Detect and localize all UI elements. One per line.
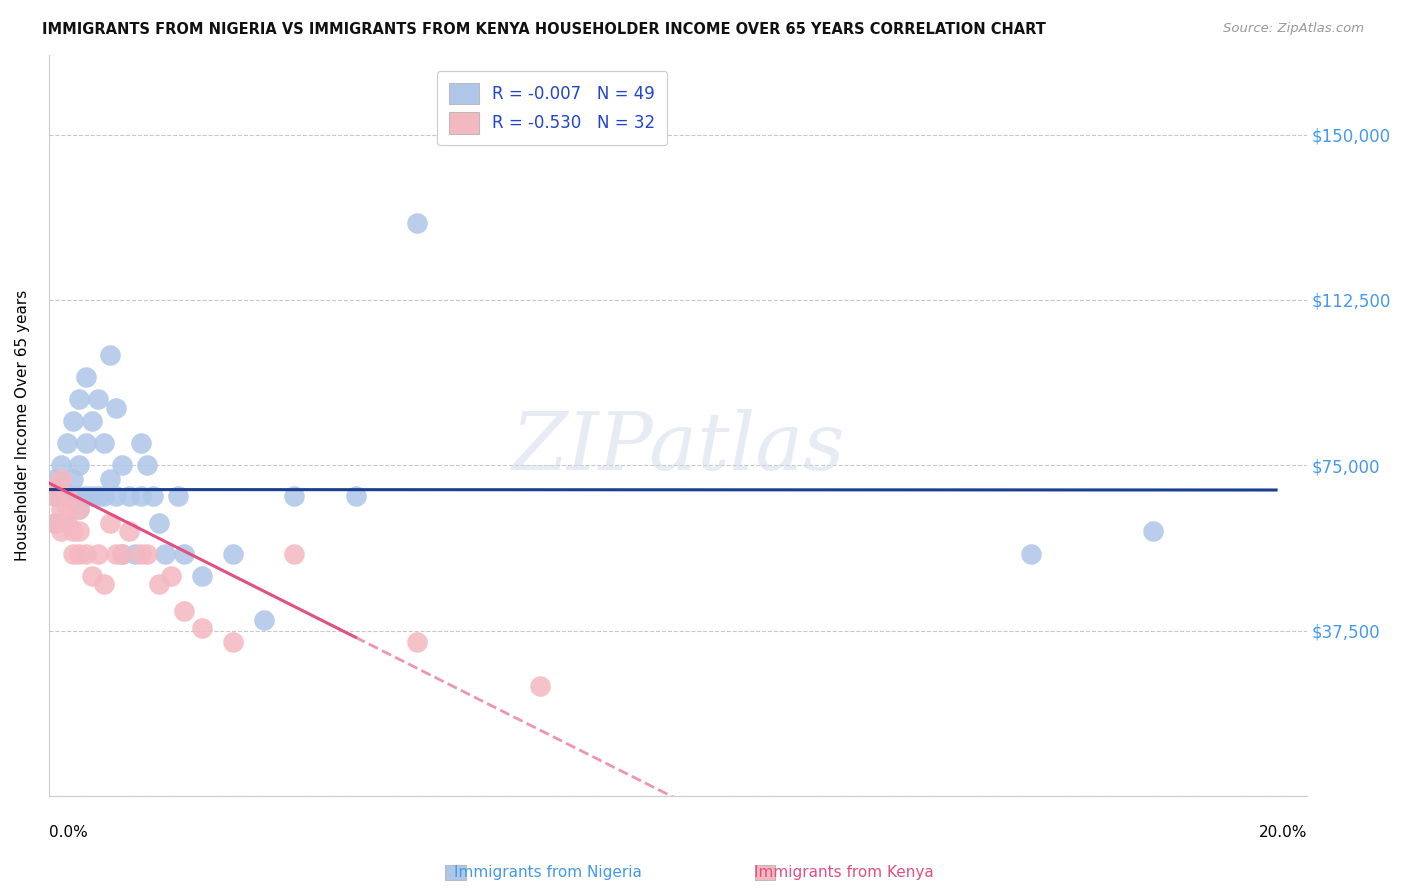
Point [93, 489, 115, 503]
Point [117, 489, 139, 503]
Point [142, 489, 165, 503]
Point [44, 480, 66, 494]
Point [155, 547, 177, 561]
Point [56, 502, 79, 516]
Point [80, 414, 103, 428]
Point [75, 370, 97, 384]
Point [87, 489, 110, 503]
Point [129, 436, 152, 450]
Point [67, 502, 90, 516]
Point [49, 502, 72, 516]
Point [105, 401, 128, 415]
Point [93, 577, 115, 591]
Point [67, 458, 90, 473]
Bar [755, 864, 775, 880]
Text: Immigrants from Kenya: Immigrants from Kenya [754, 865, 934, 880]
Text: Source: ZipAtlas.com: Source: ZipAtlas.com [1223, 22, 1364, 36]
Text: ZIPatlas: ZIPatlas [510, 409, 845, 487]
Point [49, 458, 72, 473]
Legend: R = -0.007   N = 49, R = -0.530   N = 32: R = -0.007 N = 49, R = -0.530 N = 32 [437, 70, 666, 145]
Point [111, 547, 134, 561]
Point [49, 524, 72, 539]
Point [44, 516, 66, 530]
Point [75, 436, 97, 450]
Point [191, 568, 214, 582]
Point [117, 524, 139, 539]
Point [160, 568, 183, 582]
Point [62, 471, 84, 485]
Point [136, 458, 159, 473]
Point [129, 489, 152, 503]
Point [56, 516, 79, 530]
Point [1019, 547, 1042, 561]
Bar [446, 864, 465, 880]
Point [44, 489, 66, 503]
Point [67, 524, 90, 539]
Point [148, 577, 170, 591]
Text: IMMIGRANTS FROM NIGERIA VS IMMIGRANTS FROM KENYA HOUSEHOLDER INCOME OVER 65 YEAR: IMMIGRANTS FROM NIGERIA VS IMMIGRANTS FR… [42, 22, 1046, 37]
Y-axis label: Householder Income Over 65 years: Householder Income Over 65 years [15, 290, 30, 561]
Point [111, 458, 134, 473]
Point [98, 471, 121, 485]
Point [136, 547, 159, 561]
Point [344, 489, 367, 503]
Point [87, 392, 110, 406]
Point [67, 502, 90, 516]
Point [129, 547, 152, 561]
Point [75, 547, 97, 561]
Point [80, 489, 103, 503]
Point [44, 489, 66, 503]
Point [67, 489, 90, 503]
Point [44, 516, 66, 530]
Point [80, 568, 103, 582]
Point [67, 392, 90, 406]
Point [56, 489, 79, 503]
Point [105, 489, 128, 503]
Point [252, 613, 274, 627]
Point [406, 634, 429, 648]
Point [49, 480, 72, 494]
Point [56, 516, 79, 530]
Point [75, 489, 97, 503]
Text: Immigrants from Nigeria: Immigrants from Nigeria [454, 865, 643, 880]
Point [62, 489, 84, 503]
Text: 20.0%: 20.0% [1258, 825, 1306, 840]
Point [56, 436, 79, 450]
Point [148, 516, 170, 530]
Point [49, 489, 72, 503]
Point [191, 622, 214, 636]
Point [98, 348, 121, 362]
Point [1142, 524, 1164, 539]
Point [283, 547, 305, 561]
Point [406, 216, 429, 230]
Point [529, 679, 551, 693]
Point [62, 414, 84, 428]
Point [105, 547, 128, 561]
Point [222, 634, 245, 648]
Point [111, 547, 134, 561]
Point [124, 547, 146, 561]
Point [98, 516, 121, 530]
Point [67, 547, 90, 561]
Point [62, 524, 84, 539]
Point [173, 604, 195, 618]
Point [87, 547, 110, 561]
Point [283, 489, 305, 503]
Point [173, 547, 195, 561]
Point [49, 471, 72, 485]
Point [166, 489, 188, 503]
Point [56, 489, 79, 503]
Point [44, 471, 66, 485]
Point [93, 436, 115, 450]
Point [222, 547, 245, 561]
Point [62, 547, 84, 561]
Text: 0.0%: 0.0% [49, 825, 87, 840]
